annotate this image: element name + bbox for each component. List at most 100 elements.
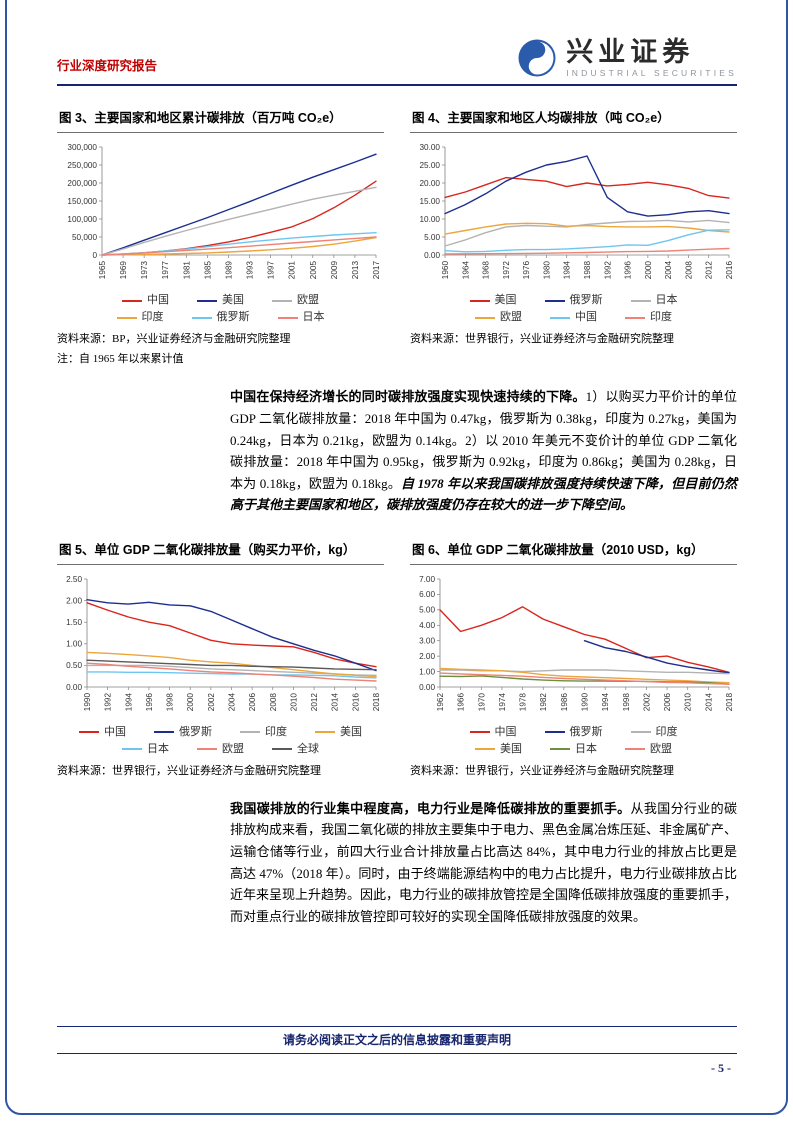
chart-legend: 中国 美国 欧盟 印度 俄罗斯 日本	[57, 292, 384, 326]
legend-swatch	[544, 731, 565, 734]
legend-label: 日本	[655, 294, 678, 307]
svg-text:2008: 2008	[269, 692, 278, 711]
legend-item: 俄罗斯	[191, 309, 250, 326]
chart-legend: 中国 俄罗斯 印度 美国 日本 欧盟	[410, 724, 737, 758]
legend-swatch	[475, 316, 495, 319]
svg-text:4.00: 4.00	[419, 621, 435, 630]
legend-label: 欧盟	[297, 294, 319, 307]
legend-item: 印度	[625, 309, 672, 326]
svg-text:1989: 1989	[224, 261, 233, 280]
chart-cumulative-emissions: 0 50,000 100,000 150,000 200,000 250,000 300,0…	[57, 139, 384, 326]
svg-text:150,000: 150,000	[67, 197, 97, 206]
legend-item: 印度	[240, 724, 287, 741]
legend-label: 俄罗斯	[216, 311, 250, 324]
footer-divider-top	[57, 1026, 737, 1027]
svg-text:1997: 1997	[267, 261, 276, 280]
svg-text:250,000: 250,000	[67, 161, 97, 170]
figure-5-source: 资料来源：世界银行，兴业证券经济与金融研究院整理	[57, 764, 321, 777]
svg-text:1985: 1985	[203, 261, 212, 280]
legend-item: 日本	[630, 292, 678, 309]
legend-swatch	[277, 316, 298, 319]
svg-text:2012: 2012	[310, 692, 319, 711]
svg-text:0.00: 0.00	[424, 251, 440, 260]
chart-canvas: 0 50,000 100,000 150,000 200,000 250,000 300,0…	[67, 143, 381, 280]
legend-item: 欧盟	[625, 741, 672, 758]
paragraph-segment: 1）以购买力平价计的单位 GDP 二氧化碳排放量：2018 年中国为 0.47k…	[230, 389, 737, 491]
legend-item: 美国	[315, 724, 362, 741]
svg-text:2010: 2010	[289, 692, 298, 711]
svg-text:20.00: 20.00	[420, 179, 441, 188]
figure-3-note: 注：自 1965 年以来累计值	[57, 353, 184, 366]
svg-text:1980: 1980	[542, 261, 551, 280]
page-number: - 5 -	[711, 1061, 731, 1075]
svg-text:2016: 2016	[351, 692, 360, 711]
figure-5-title: 图 5、单位 GDP 二氧化碳排放量（购买力平价，kg）	[57, 536, 384, 565]
svg-text:2005: 2005	[309, 261, 318, 280]
legend-item: 美国	[469, 292, 517, 309]
brand-logo-icon	[518, 39, 556, 77]
svg-text:2000: 2000	[186, 692, 195, 711]
svg-text:2012: 2012	[705, 261, 714, 280]
legend-label: 印度	[655, 725, 678, 738]
svg-text:0.00: 0.00	[66, 683, 82, 692]
svg-text:2002: 2002	[207, 692, 216, 711]
svg-text:30.00: 30.00	[420, 143, 441, 152]
legend-item: 全球	[272, 741, 319, 758]
page-header: 行业深度研究报告 兴业证券 INDUSTRIAL SECURITIES	[57, 38, 737, 79]
svg-text:1972: 1972	[502, 261, 511, 280]
svg-text:1988: 1988	[583, 261, 592, 280]
figures-row-1: 图 3、主要国家和地区累计碳排放（百万吨 CO₂e） 0 50,000 100,00…	[57, 104, 737, 366]
legend-label: 俄罗斯	[179, 725, 212, 738]
chart-legend: 美国 俄罗斯 日本 欧盟 中国 印度	[410, 292, 737, 326]
figure-5: 图 5、单位 GDP 二氧化碳排放量（购买力平价，kg） 0.00 0.50 1.0…	[57, 536, 384, 778]
legend-item: 欧盟	[272, 292, 319, 309]
svg-text:1.00: 1.00	[419, 667, 435, 676]
brand-text: 兴业证券 INDUSTRIAL SECURITIES	[566, 38, 737, 79]
svg-text:2013: 2013	[351, 261, 360, 280]
svg-text:1966: 1966	[457, 692, 466, 711]
svg-text:2010: 2010	[684, 692, 693, 711]
figure-3-title: 图 3、主要国家和地区累计碳排放（百万吨 CO₂e）	[57, 104, 384, 134]
legend-label: 美国	[500, 742, 522, 755]
svg-text:1981: 1981	[182, 261, 191, 280]
legend-item: 日本	[550, 741, 597, 758]
legend-swatch	[272, 299, 292, 302]
svg-text:2.00: 2.00	[419, 652, 435, 661]
svg-text:200,000: 200,000	[67, 179, 97, 188]
svg-text:1976: 1976	[522, 261, 531, 280]
legend-item: 美国	[197, 292, 244, 309]
figure-3-source: 资料来源：BP，兴业证券经济与金融研究院整理	[57, 333, 291, 346]
svg-text:2009: 2009	[330, 261, 339, 280]
legend-label: 印度	[265, 725, 287, 738]
svg-text:2.50: 2.50	[66, 575, 82, 584]
svg-text:1982: 1982	[539, 692, 548, 711]
svg-text:2018: 2018	[372, 692, 381, 711]
svg-text:2000: 2000	[644, 261, 653, 280]
legend-item: 中国	[550, 309, 597, 326]
svg-text:0.50: 0.50	[66, 661, 82, 670]
legend-swatch	[475, 748, 495, 751]
svg-text:1994: 1994	[124, 692, 133, 711]
svg-text:1992: 1992	[603, 261, 612, 280]
report-type-label: 行业深度研究报告	[57, 59, 158, 74]
svg-text:1965: 1965	[98, 261, 107, 280]
svg-text:50,000: 50,000	[72, 233, 97, 242]
svg-text:1998: 1998	[622, 692, 631, 711]
chart-canvas: 0.00 5.00 10.00 15.00 20.00 25.00 30.00 1960 196…	[420, 143, 735, 280]
svg-text:2014: 2014	[704, 692, 713, 711]
legend-swatch	[550, 748, 570, 751]
svg-text:2002: 2002	[642, 692, 651, 711]
svg-text:100,000: 100,000	[67, 215, 97, 224]
legend-label: 美国	[494, 294, 517, 307]
svg-text:1994: 1994	[601, 692, 610, 711]
svg-text:2004: 2004	[228, 692, 237, 711]
figure-4-title: 图 4、主要国家和地区人均碳排放（吨 CO₂e）	[410, 104, 737, 134]
chart-legend: 中国 俄罗斯 印度 美国 日本 欧盟 全球	[57, 724, 384, 758]
legend-swatch	[116, 316, 137, 319]
legend-swatch	[197, 299, 217, 302]
legend-swatch	[79, 731, 99, 734]
legend-label: 中国	[147, 294, 169, 307]
legend-swatch	[191, 316, 212, 319]
svg-text:1990: 1990	[581, 692, 590, 711]
